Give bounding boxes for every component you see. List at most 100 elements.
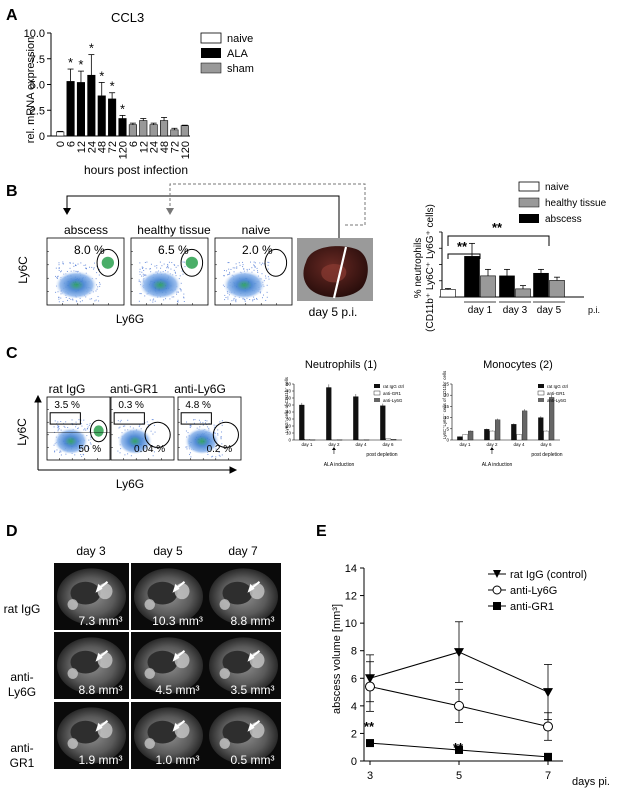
panel-letter-a: A [6,7,18,24]
flow-dot [65,296,67,298]
flow-dot [57,427,59,429]
flow-dot [152,433,154,435]
c-bar [462,434,468,441]
flow-dot [149,268,151,270]
c-x-category-label: day 4 [355,442,367,447]
flow-dot [166,267,168,269]
flow-dot [183,293,185,295]
c-bar [385,438,391,441]
flow-dot [236,266,238,268]
mri-arrowhead [95,583,103,593]
flow-dot [186,421,188,423]
legend-b-abscess: abscess [545,214,582,225]
flow-dot [72,298,74,300]
a-bar-sham [149,124,158,137]
mri-arrowhead [172,652,180,662]
flow-dot [58,264,60,266]
mri-liver [147,650,178,674]
flow-dot [259,262,261,264]
mri-liver [147,581,178,605]
a-bar-ALA [76,82,85,137]
neut-legend-antigr1: anti-GR1 [383,391,402,396]
flow-dot [99,283,101,285]
e-point-antily6g [543,721,553,732]
flow-dot [183,297,185,299]
flow-dot [204,419,206,421]
flow-dot [59,450,61,452]
mri-bright-region [219,668,230,679]
neut-ala-induction: ALA induction [324,462,355,468]
flow-dot [186,448,188,450]
a-y-tick-label: 10.0 [24,28,45,40]
c-bar [299,404,305,441]
flow-dot [238,262,240,264]
flow-hotspot [185,256,198,269]
flow-gate-circle [180,248,204,277]
flow-dot [267,261,269,263]
flow-dot [151,419,153,421]
flow-dot [212,455,214,457]
flow-dot [170,268,172,270]
flow-dot [153,298,155,300]
c-y-tick-label: 20 [286,424,292,429]
a-significance-star: * [68,55,73,70]
a-x-tick-label: 0 [55,141,67,147]
mri-volume-label: 7.3 mm³ [78,614,122,628]
flow-dot [242,261,244,263]
flow-density-cloud [138,268,182,299]
flow-dot [58,269,60,271]
flow-dot [256,267,258,269]
flow-dot [98,274,100,276]
flow-dot [94,300,96,302]
flow-dot [256,298,258,300]
a-significance-star: * [99,68,104,83]
flow-b-title-healthy: healthy tissue [137,223,211,237]
flow-dot [265,275,267,277]
flow-dot [99,285,101,287]
c-bar [468,430,474,441]
flow-dot [253,265,255,267]
flow-dot [190,424,192,426]
mri-bright-region [219,599,230,610]
c-y-tick-label: 70 [286,389,292,394]
flow-dot [65,421,67,423]
flow-dot [59,451,61,453]
flow-dot [266,284,268,286]
flow-dot [199,421,201,423]
e-y-tick-label: 8 [351,646,357,658]
flow-dot [224,294,226,296]
panel-b-legend: naive healthy tissue abscess [518,181,607,225]
mono-post-depletion: post depletion [531,452,562,458]
flow-dot [67,299,69,301]
flow-dot [220,437,222,439]
flow-dot [153,424,155,426]
flow-dot [117,450,119,452]
flow-dot [120,448,122,450]
flow-dot [85,429,87,431]
mri-volume-label: 8.8 mm³ [230,614,274,628]
flow-dot [140,293,142,295]
flow-dot [72,262,74,264]
a-bar-ALA [108,98,117,137]
flow-dot [91,266,93,268]
flow-dot [219,455,221,457]
a-x-tick-label: 24 [149,141,161,153]
panel-e-ylabel: abscess volume [mm³] [331,604,343,714]
flow-dot [98,300,100,302]
flow-dot [87,449,89,451]
flow-dot [86,446,88,448]
flow-dot [223,275,225,277]
a-x-tick-label: 24 [86,141,98,153]
flow-dot [227,298,229,300]
flow-dot [205,422,207,424]
flow-dot [171,296,173,298]
c-y-tick-label: 60 [286,396,292,401]
flow-dot [207,453,209,455]
mri-volume-label: 3.5 mm³ [230,683,274,697]
c-x-category-label: day 2 [486,442,498,447]
c-x-category-label: day 4 [513,442,525,447]
a-bar-sham [128,124,137,137]
legend-e-marker-ratigg [493,570,501,578]
c-x-category-label: day 2 [328,442,340,447]
flow-dot [185,446,187,448]
